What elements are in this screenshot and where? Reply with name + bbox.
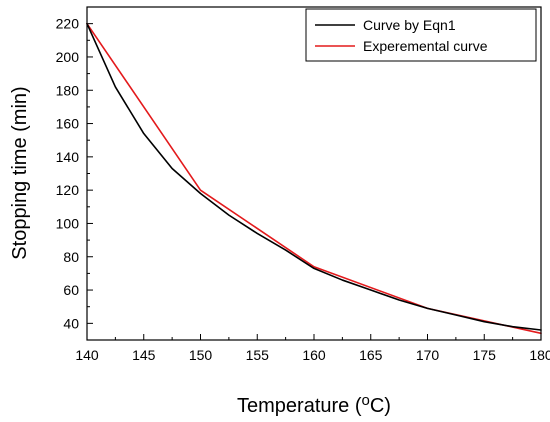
legend: Curve by Eqn1 Experemental curve	[305, 8, 537, 62]
series-line-eqn1	[86, 22, 542, 331]
legend-label-experimental: Experemental curve	[363, 38, 488, 54]
x-tick-label: 165	[359, 347, 383, 363]
y-tick-label: 220	[56, 16, 80, 32]
series-line-experimental	[86, 22, 542, 335]
y-tick-label: 60	[63, 282, 79, 298]
plot-frame	[86, 6, 542, 341]
x-tick-label: 150	[189, 347, 213, 363]
series-layer	[86, 22, 542, 335]
y-tick-label: 120	[56, 182, 80, 198]
x-tick-label: 145	[132, 347, 156, 363]
axis-ticks: 140 145 150 155 160 165 170 175 180 40 60 80 100 120 1…	[56, 16, 550, 363]
x-tick-label: 160	[302, 347, 326, 363]
legend-box	[305, 8, 537, 62]
x-tick-label: 170	[416, 347, 440, 363]
x-tick-label: 175	[473, 347, 497, 363]
x-tick-label: 140	[75, 347, 99, 363]
y-tick-label: 40	[63, 315, 79, 331]
x-tick-label: 155	[246, 347, 270, 363]
x-tick-label: 180	[529, 347, 550, 363]
y-tick-label: 100	[56, 215, 80, 231]
y-tick-label: 80	[63, 249, 79, 265]
legend-label-eqn1: Curve by Eqn1	[363, 17, 456, 33]
y-axis-title: Stopping time (min)	[9, 86, 31, 259]
y-tick-label: 200	[56, 49, 80, 65]
y-tick-label: 140	[56, 149, 80, 165]
y-tick-label: 160	[56, 116, 80, 132]
y-tick-label: 180	[56, 82, 80, 98]
x-axis-title: Temperature (oC)	[237, 392, 391, 417]
